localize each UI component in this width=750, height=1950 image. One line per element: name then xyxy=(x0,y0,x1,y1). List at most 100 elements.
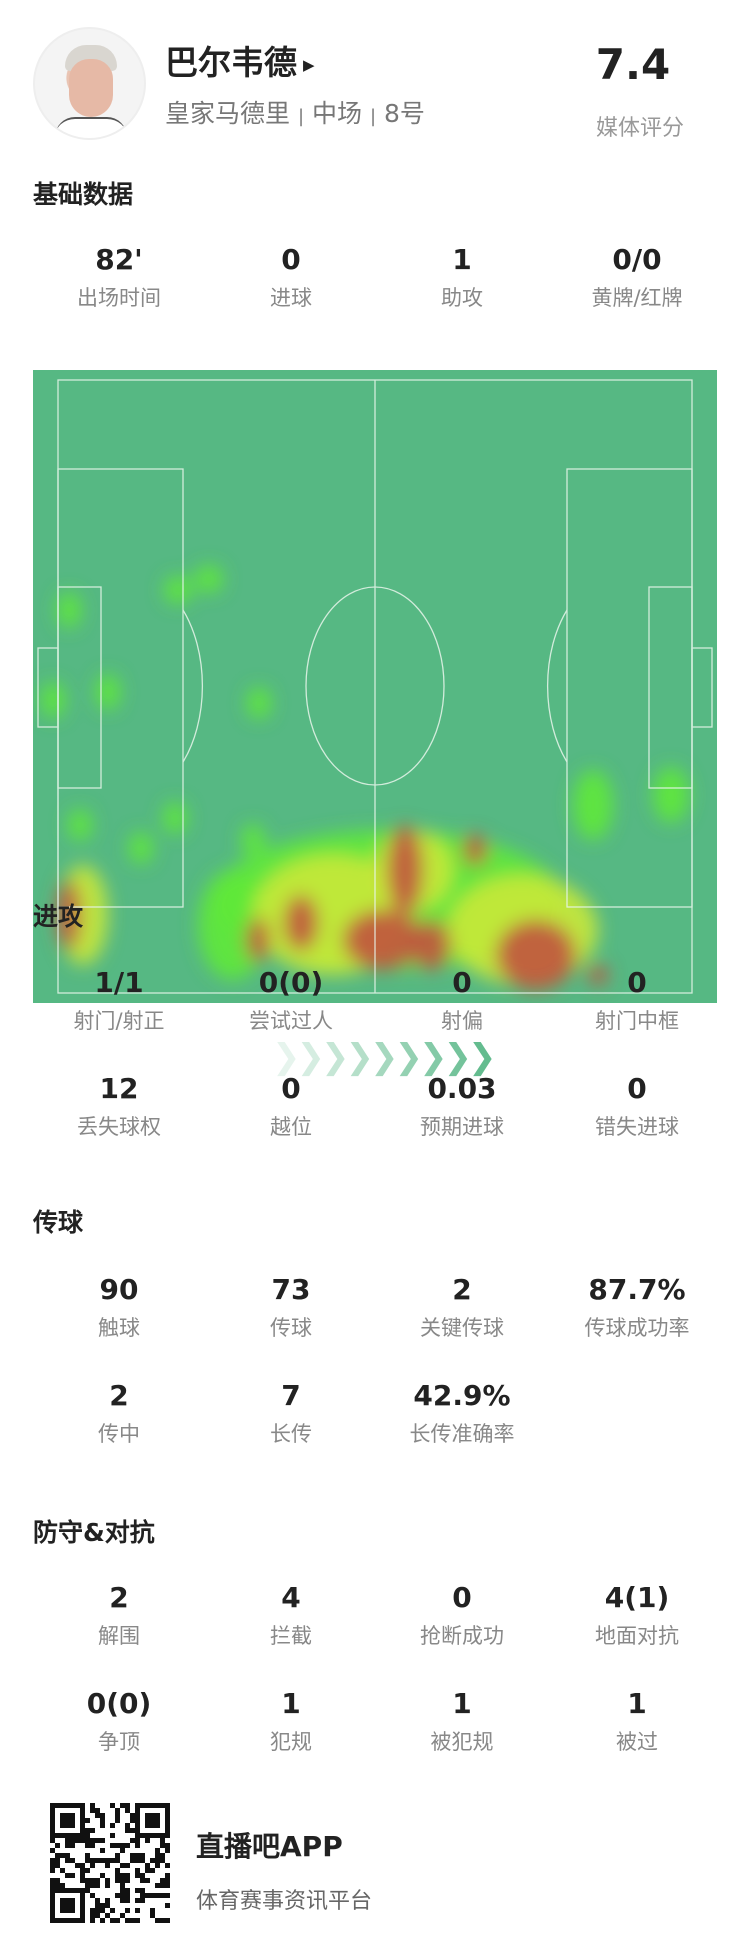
stat-attack: 1/1 射门/射正 xyxy=(34,963,204,1035)
stat-value: 1/1 xyxy=(94,966,144,999)
chevron-right-icon: ❯ xyxy=(296,1037,326,1077)
stat-label: 关键传球 xyxy=(420,1316,504,1340)
chevron-right-icon: ❯ xyxy=(321,1037,350,1077)
rating-label: 媒体评分 xyxy=(595,116,684,141)
shirt-number: 8号 xyxy=(384,99,425,128)
stat-defense: 4(1) 地面对抗 xyxy=(552,1578,722,1650)
rating-value: 7.4 xyxy=(595,40,671,89)
stat-value: 12 xyxy=(99,1072,139,1105)
stat-label: 争顶 xyxy=(98,1730,140,1754)
stat-label: 射门/射正 xyxy=(73,1009,165,1033)
heat-spot xyxy=(284,895,318,951)
stat-value: 4 xyxy=(281,1581,301,1614)
heat-spot xyxy=(247,687,271,719)
stat-value: 0 xyxy=(627,1072,647,1105)
heat-spot xyxy=(387,825,423,915)
heat-spot xyxy=(57,880,81,950)
heat-spot xyxy=(241,824,265,856)
stat-basic: 0 进球 xyxy=(206,240,376,312)
stat-defense: 1 犯规 xyxy=(206,1684,376,1756)
stat-basic: 1 助攻 xyxy=(377,240,547,312)
stat-label: 被过 xyxy=(616,1730,658,1754)
team-name: 皇家马德里 xyxy=(165,99,291,128)
stat-label: 进球 xyxy=(270,286,312,310)
stat-label: 传球成功率 xyxy=(584,1316,690,1340)
heat-spot xyxy=(41,682,65,718)
stat-passing: 2 关键传球 xyxy=(377,1270,547,1342)
stat-value: 1 xyxy=(627,1687,647,1720)
heat-spot xyxy=(573,770,613,840)
stat-label: 抢断成功 xyxy=(420,1624,504,1648)
stat-value: 7 xyxy=(281,1379,301,1412)
stat-label: 犯规 xyxy=(270,1730,312,1754)
heat-spot xyxy=(496,920,576,990)
heat-spot xyxy=(96,674,120,710)
stat-value: 0 xyxy=(452,966,472,999)
stat-value: 0 xyxy=(627,966,647,999)
stat-attack: 0 射门中框 xyxy=(552,963,722,1035)
heat-spot xyxy=(653,767,689,823)
caret-right-icon: ▶ xyxy=(303,55,315,74)
stat-value: 1 xyxy=(452,243,472,276)
stat-attack: 0 射偏 xyxy=(377,963,547,1035)
section-title-basic: 基础数据 xyxy=(33,180,134,209)
heat-spot xyxy=(463,834,487,866)
stat-value: 0(0) xyxy=(258,966,324,999)
stat-value: 0/0 xyxy=(612,243,662,276)
attack-direction-arrows: ❯ ❯ ❯ ❯ ❯ ❯ ❯ ❯ ❯ xyxy=(272,1037,497,1077)
stat-value: 82' xyxy=(95,243,143,276)
player-avatar xyxy=(33,27,146,140)
stat-attack: 12 丢失球权 xyxy=(34,1069,204,1141)
stat-passing: 87.7% 传球成功率 xyxy=(552,1270,722,1342)
heat-spot xyxy=(343,910,423,970)
stat-basic: 0/0 黄牌/红牌 xyxy=(552,240,722,312)
chevron-right-icon: ❯ xyxy=(272,1037,301,1077)
stat-label: 尝试过人 xyxy=(249,1009,333,1033)
stat-label: 传中 xyxy=(98,1422,140,1446)
player-info: 皇家马德里 | 中场 | 8号 xyxy=(165,99,425,128)
chevron-right-icon: ❯ xyxy=(443,1037,473,1077)
stat-attack: 0 越位 xyxy=(206,1069,376,1141)
stat-label: 黄牌/红牌 xyxy=(591,286,683,310)
stat-label: 长传准确率 xyxy=(409,1422,515,1446)
chevron-right-icon: ❯ xyxy=(345,1037,375,1077)
heat-spot xyxy=(68,809,92,841)
app-tagline: 体育赛事资讯平台 xyxy=(196,1889,373,1914)
stat-value: 42.9% xyxy=(413,1379,511,1412)
stat-label: 解围 xyxy=(98,1624,140,1648)
player-name-link[interactable]: 巴尔韦德 ▶ xyxy=(165,36,315,84)
chevron-right-icon: ❯ xyxy=(370,1037,399,1077)
stat-label: 地面对抗 xyxy=(595,1624,679,1648)
stat-defense: 2 解围 xyxy=(34,1578,204,1650)
stat-label: 出场时间 xyxy=(77,286,161,310)
stat-label: 射偏 xyxy=(441,1009,483,1033)
stat-passing: 90 触球 xyxy=(34,1270,204,1342)
stat-defense: 0(0) 争顶 xyxy=(34,1684,204,1756)
section-title-defense: 防守&对抗 xyxy=(33,1518,155,1547)
app-name: 直播吧APP xyxy=(196,1830,343,1863)
heat-spot xyxy=(163,802,187,834)
stat-value: 0 xyxy=(281,243,301,276)
position: 中场 xyxy=(312,99,363,128)
section-title-passing: 传球 xyxy=(33,1208,84,1237)
stat-defense: 1 被过 xyxy=(552,1684,722,1756)
stat-defense: 0 抢断成功 xyxy=(377,1578,547,1650)
heat-spot xyxy=(164,576,192,604)
heatmap xyxy=(33,370,717,1003)
stat-label: 传球 xyxy=(270,1316,312,1340)
stat-label: 射门中框 xyxy=(595,1009,679,1033)
stat-value: 2 xyxy=(109,1379,129,1412)
stat-value: 0.03 xyxy=(427,1072,497,1105)
qr-code xyxy=(50,1803,170,1925)
stat-basic: 82' 出场时间 xyxy=(34,240,204,312)
heat-spot xyxy=(411,920,451,970)
stat-label: 被犯规 xyxy=(430,1730,494,1754)
stat-value: 87.7% xyxy=(588,1273,686,1306)
chevron-right-icon: ❯ xyxy=(394,1037,424,1077)
heat-spot xyxy=(129,832,153,864)
stat-label: 越位 xyxy=(270,1115,312,1139)
stat-value: 73 xyxy=(271,1273,311,1306)
stat-label: 拦截 xyxy=(270,1624,312,1648)
stat-label: 丢失球权 xyxy=(77,1115,161,1139)
stat-label: 触球 xyxy=(98,1316,140,1340)
